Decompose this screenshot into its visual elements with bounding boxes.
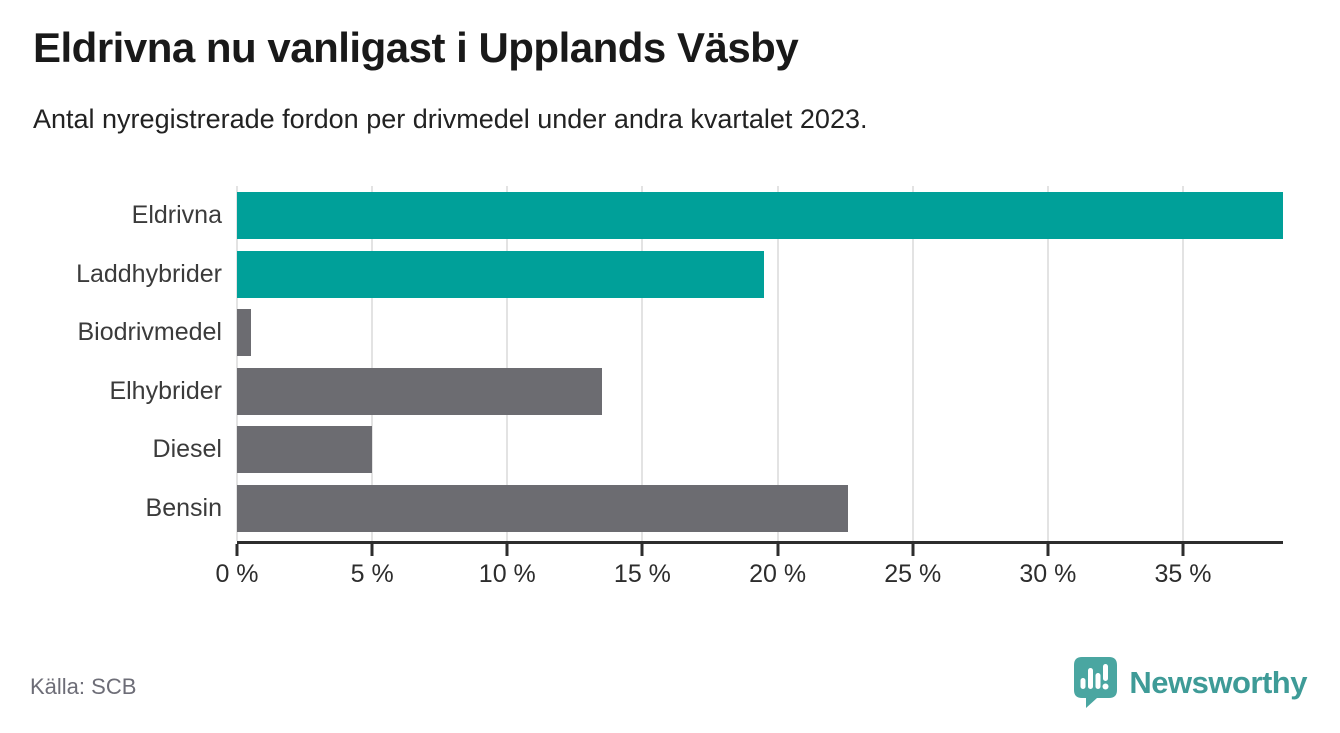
- bar-bensin: [237, 484, 848, 532]
- gridline: [911, 186, 914, 541]
- axis-tick-label: 35 %: [1154, 560, 1212, 588]
- category-label: Laddhybrider: [76, 259, 222, 288]
- source-note: Källa: SCB: [30, 674, 137, 699]
- category-label: Biodrivmedel: [77, 318, 222, 346]
- newsworthy-icon: [1074, 657, 1118, 708]
- axis-tick-label: 0 %: [215, 560, 259, 588]
- axis-tick: [1181, 544, 1185, 556]
- category-labels: Eldrivna Laddhybrider Biodrivmedel Elhybrid…: [0, 186, 222, 541]
- plot-area: [236, 186, 1283, 544]
- gridline: [236, 186, 238, 541]
- chart-subtitle: Antal nyregistrerade fordon per drivmede…: [33, 104, 868, 134]
- category-label: Diesel: [152, 435, 222, 463]
- gridline: [371, 186, 374, 541]
- axis-tick-label: 20 %: [749, 560, 807, 588]
- axis-tick-label: 15 %: [613, 560, 671, 588]
- axis-tick: [911, 544, 915, 556]
- category-label: Eldrivna: [131, 201, 222, 229]
- axis-tick: [235, 544, 239, 556]
- category-label: Bensin: [145, 493, 222, 522]
- axis-tick: [370, 544, 374, 556]
- gridline: [506, 186, 509, 541]
- brand-name: Newsworthy: [1129, 664, 1307, 700]
- bar-elhybrider: [237, 367, 602, 415]
- gridline: [776, 186, 779, 541]
- chart-title: Eldrivna nu vanligast i Upplands Väsby: [33, 24, 799, 71]
- bar-diesel: [237, 426, 373, 473]
- gridline: [1181, 186, 1184, 541]
- axis-tick-label: 30 %: [1019, 560, 1077, 588]
- gridline: [1046, 186, 1049, 541]
- bar-biodrivmedel: [237, 309, 251, 356]
- axis-tick-label: 25 %: [884, 560, 942, 588]
- bar-eldrivna: [237, 192, 1283, 239]
- brand-logo: Newsworthy: [1073, 656, 1307, 709]
- axis-tick: [776, 544, 780, 556]
- category-label: Elhybrider: [109, 376, 222, 405]
- axis-tick: [1046, 544, 1050, 556]
- x-axis: 0 % 5 % 10 % 15 % 20 % 25 % 30 % 35 %: [215, 544, 1283, 600]
- axis-tick: [505, 544, 509, 556]
- bar-laddhybrider: [237, 250, 765, 298]
- gridline: [641, 186, 644, 541]
- axis-tick-label: 5 %: [350, 560, 394, 588]
- axis-tick-label: 10 %: [478, 560, 536, 588]
- axis-tick: [640, 544, 644, 556]
